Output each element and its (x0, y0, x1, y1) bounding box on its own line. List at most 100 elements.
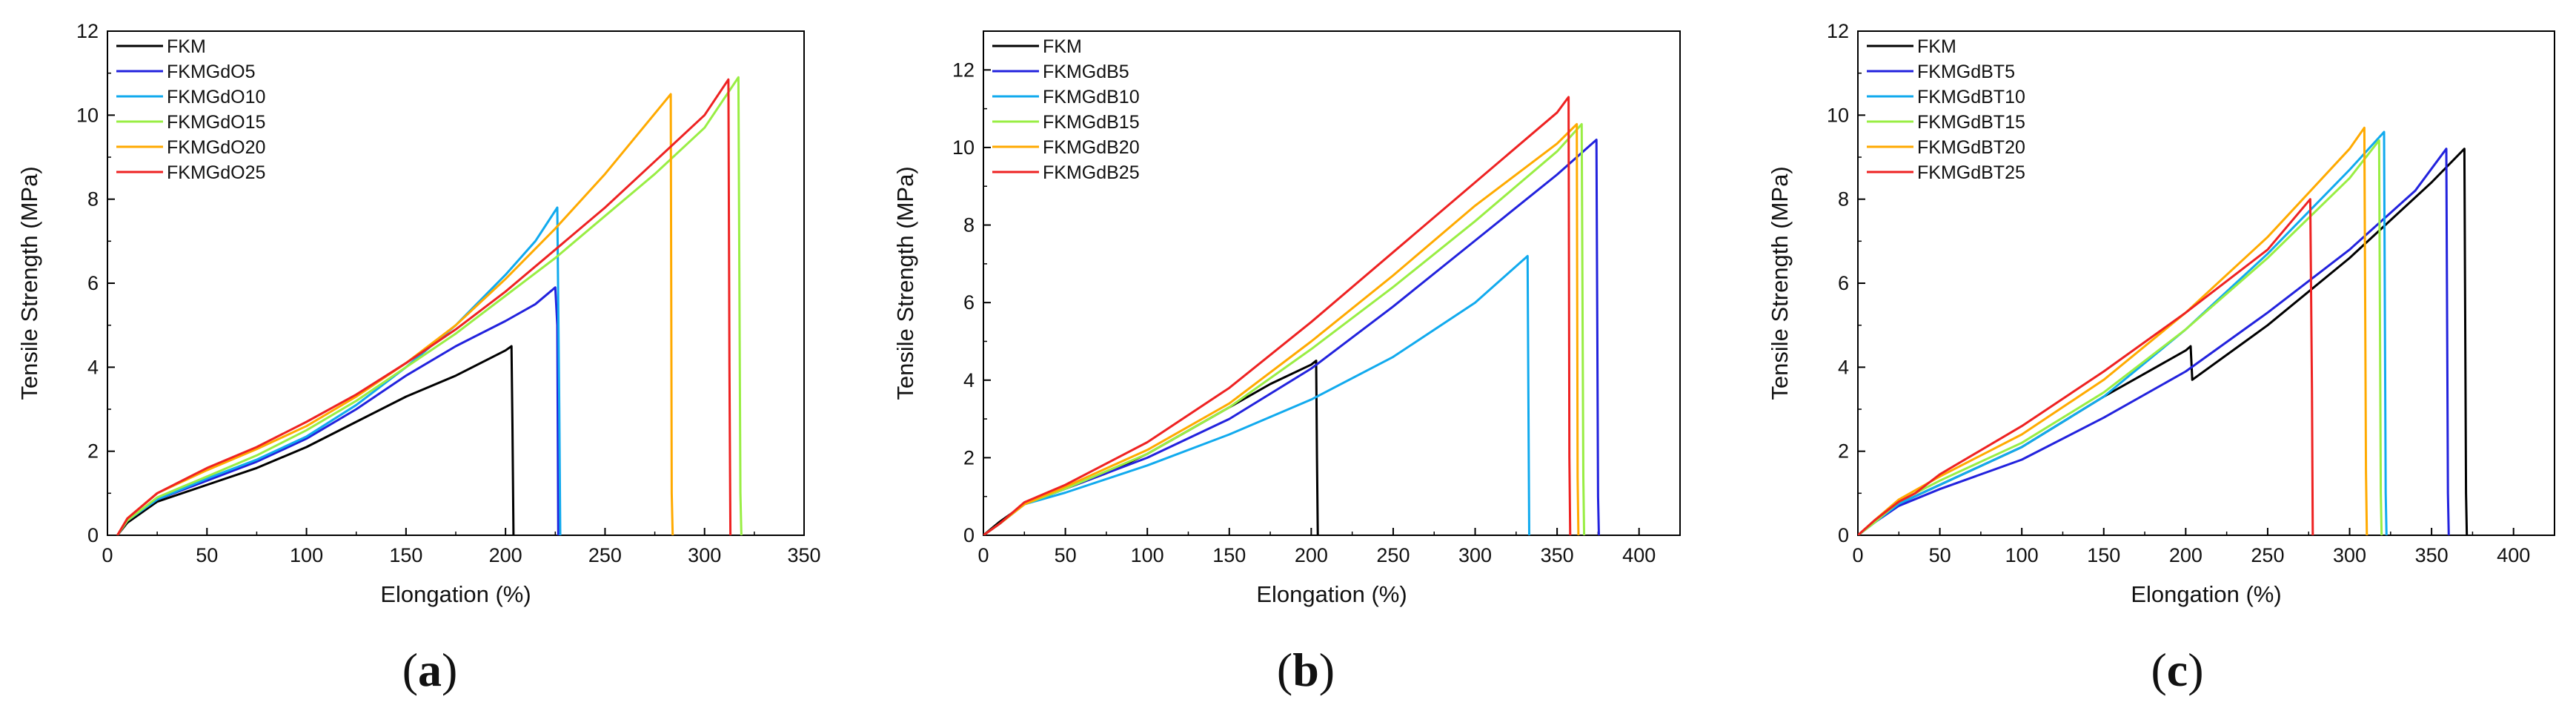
legend-entry: FKMGdB25 (1043, 162, 1140, 183)
legend-entry: FKM (167, 36, 206, 57)
y-tick-label: 10 (1827, 104, 1849, 126)
legend-entry: FKMGdO15 (167, 112, 265, 133)
legend-entry: FKMGdBT15 (1917, 112, 2025, 133)
y-tick-label: 10 (952, 136, 975, 159)
series-line-fkmgdbt10 (1858, 130, 2388, 535)
y-tick-label: 6 (87, 272, 99, 294)
x-tick-label: 250 (588, 544, 622, 566)
plot-frame (983, 30, 1681, 536)
x-tick-label: 250 (1376, 544, 1410, 566)
x-tick-label: 50 (1929, 544, 1951, 566)
x-tick-label: 400 (2497, 544, 2530, 566)
legend-entry: FKMGdO5 (167, 62, 255, 82)
y-axis-label: Tensile Strength (MPa) (1767, 166, 1793, 400)
chart-a: 0 50 100 150 200 250 300 350 0 2 4 6 8 10 12 Elongation… (16, 20, 821, 696)
series-line-fkmgdo15 (116, 76, 743, 535)
y-axis-label: Tensile Strength (MPa) (892, 166, 918, 400)
x-axis-label: Elongation (%) (2131, 581, 2281, 607)
chart-c: 0 50 100 150 200 250 300 350 400 0 2 4 6 8 10 12 Elongat… (1767, 20, 2555, 696)
x-tick-label: 200 (1295, 544, 1328, 566)
y-tick-label: 0 (963, 524, 975, 546)
x-tick-label: 0 (102, 544, 113, 566)
y-tick-label: 8 (87, 188, 99, 211)
x-tick-label: 400 (1622, 544, 1656, 566)
x-tick-label: 200 (489, 544, 522, 566)
y-tick-label: 2 (87, 440, 99, 463)
caption-close-paren: ) (2188, 644, 2203, 696)
x-tick-label: 50 (1055, 544, 1077, 566)
legend: FKM FKMGdO5 FKMGdO10 FKMGdO15 FKMGdO20 FKMGdO… (116, 36, 265, 183)
y-tick-label: 12 (1827, 20, 1849, 42)
x-axis-label: Elongation (%) (380, 581, 531, 607)
caption-letter: c (2167, 644, 2188, 696)
x-tick-label: 150 (2087, 544, 2120, 566)
x-tick-label: 150 (1212, 544, 1246, 566)
caption-open-paren: ( (2151, 644, 2166, 696)
legend-entry: FKMGdBT10 (1917, 87, 2025, 107)
legend-entry: FKMGdO10 (167, 87, 265, 107)
caption-letter: b (1292, 644, 1319, 696)
legend: FKM FKMGdB5 FKMGdB10 FKMGdB15 FKMGdB20 FKMGdB… (992, 36, 1140, 183)
x-tick-label: 100 (1131, 544, 1164, 566)
chart-b: 0 50 100 150 200 250 300 350 400 0 2 4 6 8 10 12 Elongat… (892, 30, 1681, 696)
x-tick-label: 350 (2415, 544, 2449, 566)
legend-entry: FKMGdB15 (1043, 112, 1140, 133)
y-axis-label: Tensile Strength (MPa) (16, 166, 42, 400)
y-tick-label: 6 (1838, 272, 1849, 294)
caption-close-paren: ) (442, 644, 457, 696)
legend-entry: FKMGdBT25 (1917, 162, 2025, 183)
caption-open-paren: ( (1277, 644, 1292, 696)
legend-entry: FKMGdO20 (167, 137, 265, 158)
series-line-fkmgdbt5 (1858, 148, 2450, 535)
panel-caption: (b) (1277, 644, 1335, 696)
y-tick-label: 12 (952, 59, 975, 81)
legend-entry: FKMGdBT20 (1917, 137, 2025, 158)
x-tick-label: 50 (196, 544, 218, 566)
caption-letter: a (418, 644, 442, 696)
x-tick-label: 350 (787, 544, 820, 566)
legend-entry: FKM (1043, 36, 1082, 57)
series-group (116, 76, 743, 535)
y-tick-label: 10 (76, 104, 99, 126)
legend-entry: FKM (1917, 36, 1956, 57)
x-axis-label: Elongation (%) (1256, 581, 1407, 607)
y-tick-label: 0 (1838, 524, 1849, 546)
x-tick-label: 250 (2251, 544, 2284, 566)
legend-entry: FKMGdB20 (1043, 137, 1140, 158)
panel-caption: (a) (402, 644, 458, 696)
x-tick-label: 200 (2169, 544, 2202, 566)
legend-entry: FKMGdO25 (167, 162, 265, 183)
caption-close-paren: ) (1319, 644, 1335, 696)
panel-caption: (c) (2151, 644, 2203, 696)
x-tick-label: 300 (688, 544, 721, 566)
y-tick-label: 12 (76, 20, 99, 42)
series-line-fkmgdo25 (116, 78, 732, 535)
legend-entry: FKMGdB5 (1043, 62, 1129, 82)
x-tick-label: 100 (2005, 544, 2039, 566)
x-tick-label: 0 (977, 544, 989, 566)
y-tick-label: 8 (1838, 188, 1849, 211)
series-line-fkmgdb10 (983, 254, 1530, 535)
x-tick-label: 100 (290, 544, 323, 566)
y-tick-label: 4 (1838, 356, 1849, 378)
y-tick-label: 4 (87, 356, 99, 378)
y-tick-label: 0 (87, 524, 99, 546)
series-line-fkmgdb20 (983, 123, 1580, 535)
series-group (1858, 126, 2469, 535)
series-line-fkm (116, 345, 515, 535)
series-line-fkmgdb15 (983, 123, 1586, 535)
y-tick-label: 6 (963, 291, 975, 314)
x-tick-label: 300 (1458, 544, 1492, 566)
legend: FKM FKMGdBT5 FKMGdBT10 FKMGdBT15 FKMGdBT20 FK… (1867, 36, 2025, 183)
x-tick-label: 0 (1852, 544, 1863, 566)
y-tick-label: 2 (1838, 440, 1849, 463)
legend-entry: FKMGdBT5 (1917, 62, 2015, 82)
series-line-fkmgdo20 (116, 93, 674, 535)
y-tick-label: 8 (963, 214, 975, 236)
y-tick-label: 2 (963, 446, 975, 469)
y-tick-label: 4 (963, 369, 975, 391)
legend-entry: FKMGdB10 (1043, 87, 1140, 107)
caption-open-paren: ( (402, 644, 418, 696)
series-line-fkmgdbt25 (1858, 198, 2314, 535)
